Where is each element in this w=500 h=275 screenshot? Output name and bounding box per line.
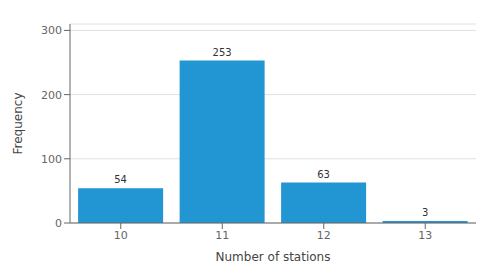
svg-text:54: 54 — [114, 174, 127, 185]
svg-text:10: 10 — [114, 229, 128, 242]
svg-text:200: 200 — [41, 89, 62, 102]
svg-text:300: 300 — [41, 24, 62, 37]
svg-text:63: 63 — [317, 169, 330, 180]
svg-text:0: 0 — [55, 217, 62, 230]
svg-text:253: 253 — [213, 47, 232, 58]
svg-text:11: 11 — [215, 229, 229, 242]
svg-text:13: 13 — [418, 229, 432, 242]
svg-text:100: 100 — [41, 153, 62, 166]
svg-text:Frequency: Frequency — [11, 93, 25, 155]
svg-text:3: 3 — [422, 207, 428, 218]
svg-text:12: 12 — [317, 229, 331, 242]
svg-text:Number of stations: Number of stations — [216, 250, 331, 264]
